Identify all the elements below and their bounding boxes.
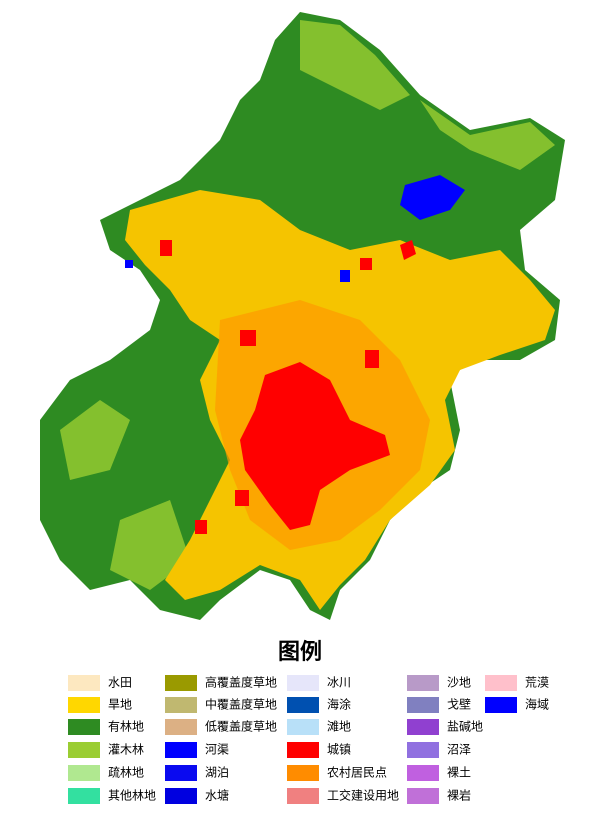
legend-swatch — [485, 697, 517, 713]
legend-swatch — [68, 742, 100, 758]
legend-label: 盐碱地 — [447, 720, 483, 734]
legend-label: 灌木林 — [108, 743, 144, 757]
legend-label: 冰川 — [327, 676, 351, 690]
legend-swatch — [287, 675, 319, 691]
legend-label: 城镇 — [327, 743, 351, 757]
legend-label: 工交建设用地 — [327, 788, 399, 803]
legend-swatch — [68, 675, 100, 691]
legend-swatch — [485, 675, 517, 691]
legend-swatch — [68, 788, 100, 804]
legend-label: 中覆盖度草地 — [205, 697, 277, 712]
legend-swatch — [165, 719, 197, 735]
legend-label: 疏林地 — [108, 765, 144, 780]
map — [40, 12, 565, 620]
legend-swatch — [287, 742, 319, 758]
legend-label: 水塘 — [205, 788, 229, 803]
legend-swatch — [287, 697, 319, 713]
legend-swatch — [407, 788, 439, 804]
legend-swatch — [287, 719, 319, 735]
legend-label: 滩地 — [327, 720, 351, 734]
legend-swatch — [68, 765, 100, 781]
legend-label: 有林地 — [108, 720, 144, 734]
legend-swatch — [407, 765, 439, 781]
legend-swatch — [407, 697, 439, 713]
legend-swatch — [165, 765, 197, 781]
legend-label: 水田 — [108, 676, 132, 690]
legend-swatch — [165, 697, 197, 713]
legend-swatch — [407, 675, 439, 691]
legend-label: 其他林地 — [108, 789, 156, 803]
legend-label: 荒漠 — [525, 676, 549, 690]
legend-swatch — [407, 742, 439, 758]
reservoir — [125, 175, 465, 282]
legend-label: 裸土 — [447, 765, 471, 780]
legend-label: 农村居民点 — [327, 766, 387, 780]
legend-swatch — [165, 742, 197, 758]
legend-label: 海域 — [525, 697, 549, 712]
legend-swatch — [287, 788, 319, 804]
legend-swatch — [165, 788, 197, 804]
legend-label: 海涂 — [327, 697, 351, 712]
urban-area — [240, 362, 390, 530]
legend-label: 旱地 — [108, 698, 132, 712]
legend-swatch — [68, 697, 100, 713]
legend-label: 裸岩 — [447, 788, 471, 803]
legend-swatch — [68, 719, 100, 735]
legend-label: 低覆盖度草地 — [205, 719, 277, 734]
legend-label: 河渠 — [205, 743, 229, 757]
legend-label: 沙地 — [447, 676, 471, 690]
legend-label: 高覆盖度草地 — [205, 675, 277, 690]
legend-title: 图例 — [278, 640, 322, 665]
legend-label: 戈壁 — [447, 697, 471, 712]
legend-swatch — [165, 675, 197, 691]
legend-swatch — [287, 765, 319, 781]
legend-label: 沼泽 — [447, 743, 471, 757]
legend-swatch — [407, 719, 439, 735]
legend-label: 湖泊 — [205, 765, 229, 780]
